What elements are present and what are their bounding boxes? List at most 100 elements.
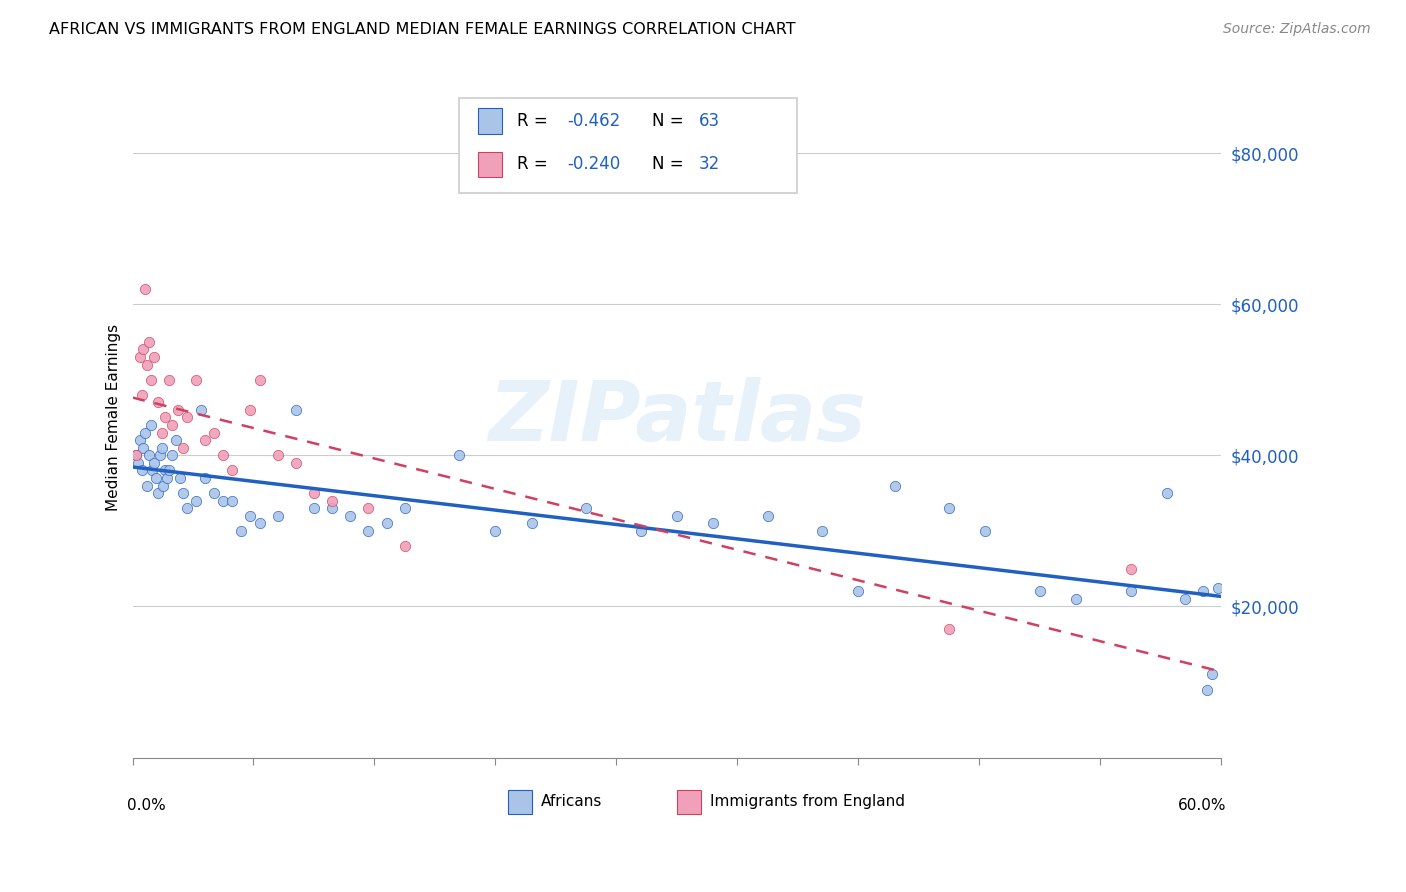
Point — [212, 448, 235, 462]
Y-axis label: Median Female Earnings: Median Female Earnings — [107, 324, 121, 511]
Point — [136, 478, 159, 492]
Point — [156, 471, 179, 485]
Bar — [508, 789, 531, 814]
Point — [249, 373, 271, 387]
Point — [756, 508, 779, 523]
Point — [321, 501, 343, 516]
Point — [883, 478, 905, 492]
Point — [176, 410, 198, 425]
Point — [143, 350, 166, 364]
Point — [134, 425, 156, 440]
Point — [302, 486, 325, 500]
Point — [132, 441, 155, 455]
Point — [194, 471, 217, 485]
Point — [938, 622, 960, 636]
Point — [157, 373, 180, 387]
Point — [484, 524, 506, 538]
Point — [302, 501, 325, 516]
Text: ZIPatlas: ZIPatlas — [488, 377, 866, 458]
Point — [375, 516, 398, 531]
Point — [449, 448, 471, 462]
Text: R =: R = — [517, 155, 553, 174]
Text: 32: 32 — [699, 155, 720, 174]
Point — [938, 501, 960, 516]
Point — [139, 373, 162, 387]
Point — [284, 456, 307, 470]
Point — [1174, 591, 1197, 606]
Point — [221, 493, 243, 508]
Point — [190, 403, 212, 417]
Point — [394, 539, 416, 553]
Point — [194, 433, 217, 447]
Point — [284, 403, 307, 417]
Point — [846, 584, 869, 599]
Point — [149, 448, 172, 462]
Point — [1201, 667, 1223, 681]
Point — [153, 463, 176, 477]
Point — [145, 471, 167, 485]
Point — [221, 463, 243, 477]
Point — [1206, 581, 1229, 595]
Text: 0.0%: 0.0% — [127, 798, 166, 814]
Point — [150, 425, 173, 440]
Text: 63: 63 — [699, 112, 720, 130]
Point — [162, 448, 184, 462]
Bar — [676, 789, 700, 814]
Point — [1119, 584, 1142, 599]
Point — [357, 524, 380, 538]
Point — [630, 524, 652, 538]
Point — [146, 395, 169, 409]
Point — [974, 524, 997, 538]
Point — [231, 524, 253, 538]
Point — [520, 516, 543, 531]
Point — [150, 441, 173, 455]
Point — [138, 448, 160, 462]
Text: -0.462: -0.462 — [567, 112, 620, 130]
Point — [134, 282, 156, 296]
Bar — [478, 152, 502, 178]
Point — [141, 463, 163, 477]
Point — [202, 486, 225, 500]
Point — [153, 410, 176, 425]
Point — [172, 441, 194, 455]
Point — [172, 486, 194, 500]
Text: AFRICAN VS IMMIGRANTS FROM ENGLAND MEDIAN FEMALE EARNINGS CORRELATION CHART: AFRICAN VS IMMIGRANTS FROM ENGLAND MEDIA… — [49, 22, 796, 37]
Point — [128, 433, 150, 447]
Point — [165, 433, 187, 447]
Point — [176, 501, 198, 516]
Point — [1195, 682, 1218, 697]
Text: Immigrants from England: Immigrants from England — [710, 794, 904, 809]
FancyBboxPatch shape — [460, 98, 797, 193]
Text: Africans: Africans — [541, 794, 602, 809]
Point — [357, 501, 380, 516]
Point — [702, 516, 724, 531]
Point — [125, 448, 148, 462]
Text: -0.240: -0.240 — [567, 155, 620, 174]
Point — [131, 388, 153, 402]
Point — [239, 403, 262, 417]
Point — [138, 334, 160, 349]
Point — [157, 463, 180, 477]
Point — [665, 508, 688, 523]
Point — [143, 456, 166, 470]
Point — [212, 493, 235, 508]
Point — [339, 508, 361, 523]
Point — [127, 456, 149, 470]
Point — [266, 448, 288, 462]
Point — [239, 508, 262, 523]
Point — [394, 501, 416, 516]
Point — [184, 493, 207, 508]
Point — [131, 463, 153, 477]
Point — [132, 343, 155, 357]
Point — [139, 418, 162, 433]
Point — [136, 358, 159, 372]
Point — [146, 486, 169, 500]
Point — [575, 501, 598, 516]
Point — [266, 508, 288, 523]
Point — [169, 471, 191, 485]
Point — [125, 448, 148, 462]
Point — [249, 516, 271, 531]
Text: 60.0%: 60.0% — [1178, 798, 1226, 814]
Point — [167, 403, 190, 417]
Text: Source: ZipAtlas.com: Source: ZipAtlas.com — [1223, 22, 1371, 37]
